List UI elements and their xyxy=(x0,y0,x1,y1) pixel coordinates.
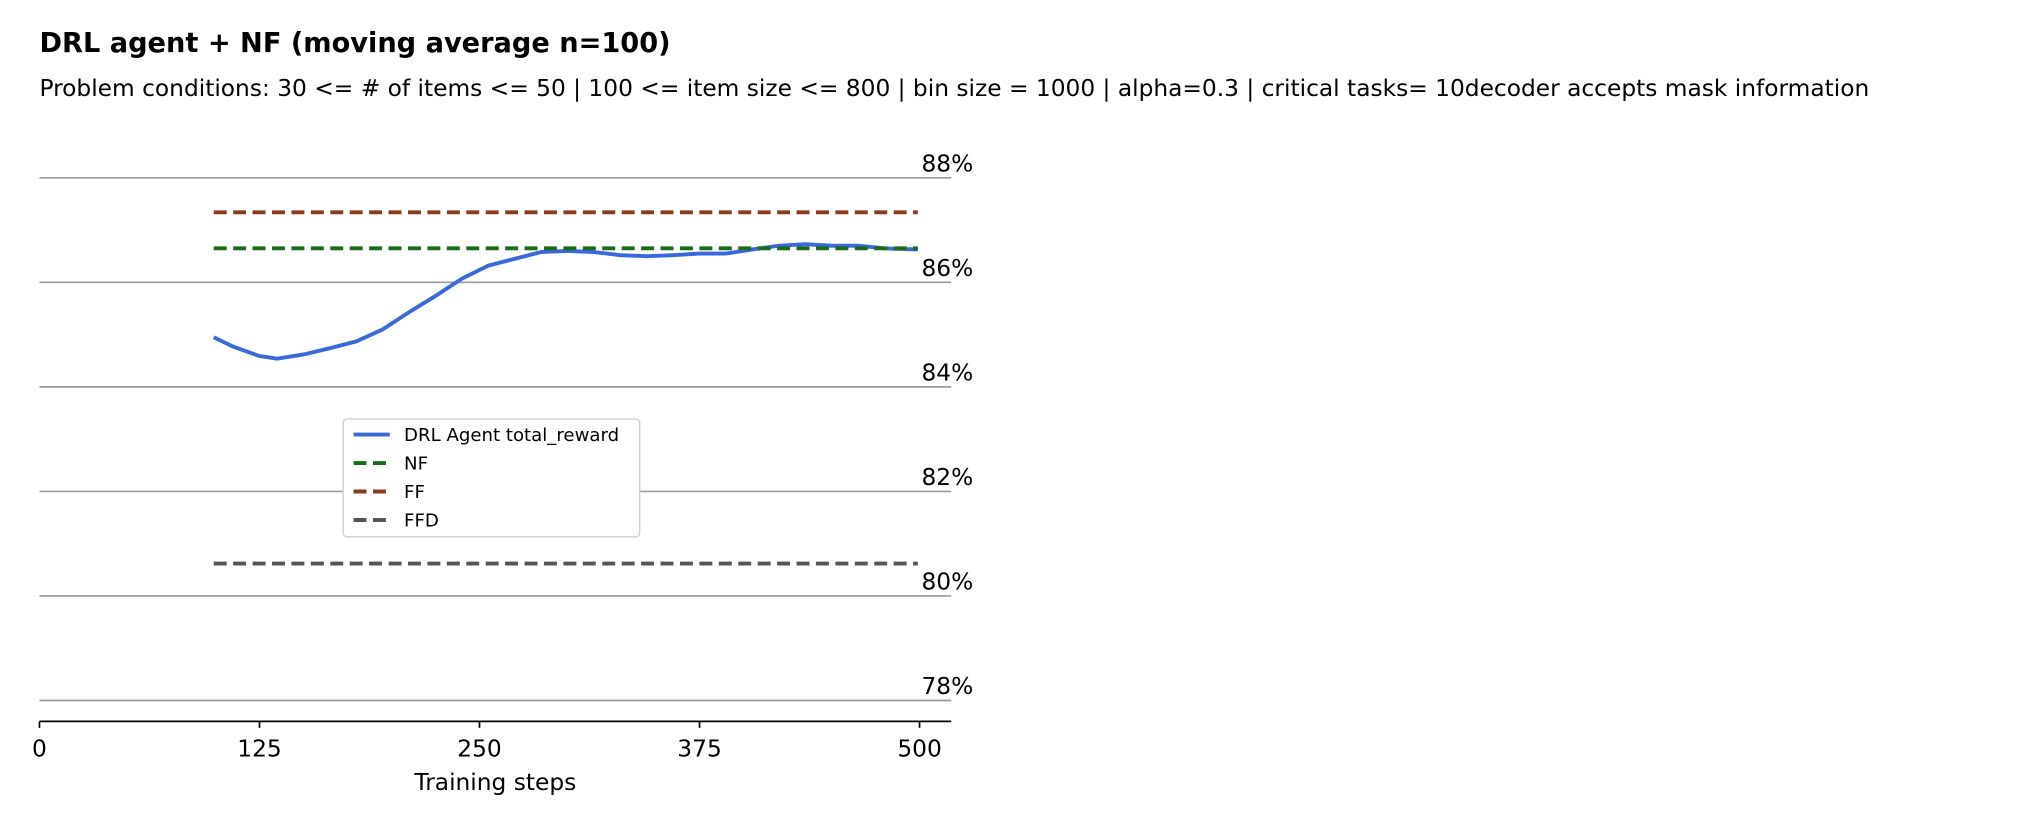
x-tick-label: 375 xyxy=(677,735,721,762)
y-tick-label: 88% xyxy=(921,150,973,177)
y-tick-label: 86% xyxy=(921,255,973,282)
chart-subtitle: Problem conditions: 30 <= # of items <= … xyxy=(39,75,1869,102)
y-tick-label: 80% xyxy=(921,568,973,595)
legend-label: FFD xyxy=(404,510,439,531)
x-tick-label: 500 xyxy=(897,735,941,762)
y-tick-label: 82% xyxy=(921,464,973,491)
legend: DRL Agent total_reward NF FF FFD xyxy=(342,418,641,538)
legend-label: DRL Agent total_reward xyxy=(404,425,619,446)
legend-box xyxy=(342,418,641,538)
x-axis-label: Training steps xyxy=(413,769,576,796)
y-tick-label: 78% xyxy=(921,673,973,700)
legend-label: NF xyxy=(404,453,428,474)
chart-title: DRL agent + NF (moving average n=100) xyxy=(39,28,670,59)
x-tick-label: 0 xyxy=(32,735,47,762)
y-tick-label: 84% xyxy=(921,359,973,386)
legend-label: FF xyxy=(404,482,425,503)
x-tick-label: 250 xyxy=(457,735,501,762)
series-line xyxy=(212,242,918,361)
x-tick-label: 125 xyxy=(237,735,281,762)
